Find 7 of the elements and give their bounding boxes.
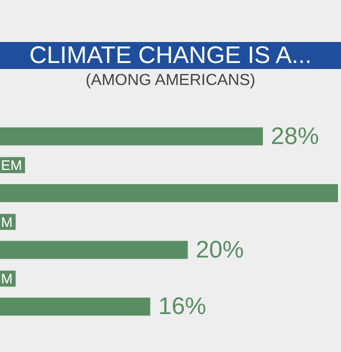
data-label: 28% — [270, 122, 319, 150]
y-tick-label: M — [1, 270, 13, 287]
y-tick-label: M — [1, 214, 13, 230]
y-tick-label: EM — [1, 157, 22, 174]
chart-subtitle: (AMONG AMERICANS) — [84, 72, 256, 90]
data-label: 16% — [158, 293, 206, 320]
data-label: 20% — [196, 236, 244, 264]
